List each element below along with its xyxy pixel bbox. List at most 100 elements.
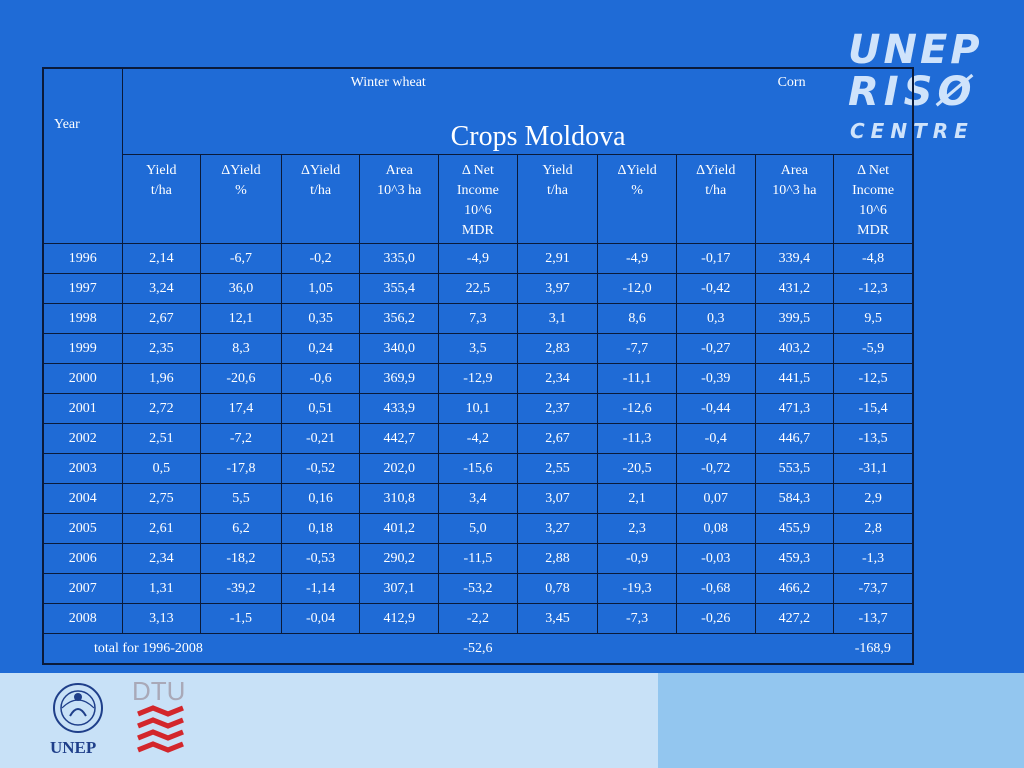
total-wheat-net: -52,6 — [438, 633, 518, 665]
value-cell: -0,21 — [280, 423, 361, 454]
value-cell: 2,8 — [833, 513, 914, 544]
column-header: Area 10^3 ha — [359, 154, 440, 244]
column-header: ΔYield% — [597, 154, 677, 244]
value-cell: -12,6 — [597, 393, 677, 424]
bottom-band-light — [0, 673, 658, 768]
logo-line-1: UNEP — [848, 27, 983, 73]
column-header-line: Area — [780, 163, 808, 178]
value-cell: 202,0 — [359, 453, 440, 484]
column-header-line: 10^6 — [859, 203, 887, 218]
value-cell: 2,83 — [516, 333, 599, 364]
value-cell: 3,1 — [516, 303, 599, 334]
value-cell: 0,18 — [280, 513, 361, 544]
value-cell: -6,7 — [200, 243, 282, 274]
column-header: Yield t/ha — [516, 154, 599, 244]
column-header: ΔYield t/ha — [280, 154, 361, 244]
slide-title: Crops Moldova — [450, 121, 626, 152]
total-row: total for 1996-2008 -52,6 -168,9 — [43, 633, 913, 665]
value-cell: 6,2 — [200, 513, 282, 544]
table-row: 2003 0,5 -17,8 -0,52 202,0 -15,6 2,55 -20,5 -0,7… — [42, 453, 914, 484]
value-cell: 2,35 — [121, 333, 202, 364]
value-cell: -7,3 — [597, 603, 677, 634]
value-cell: 3,45 — [516, 603, 599, 634]
value-cell: -20,5 — [597, 453, 677, 484]
value-cell: 0,35 — [280, 303, 361, 334]
value-cell: -7,2 — [200, 423, 282, 454]
column-header-line: MDR — [857, 223, 890, 238]
caption-cell: Winter wheat Corn Crops Moldova — [121, 67, 914, 155]
value-cell: 2,61 — [121, 513, 202, 544]
column-header-line: Income — [456, 183, 499, 198]
column-header-line: 10^3 ha — [772, 183, 817, 198]
bottom-band — [0, 673, 1024, 768]
value-cell: 5,0 — [438, 513, 518, 544]
value-cell: 0,07 — [675, 483, 756, 514]
crops-table: Year Winter wheat Corn Crops Moldova Yie… — [42, 67, 914, 665]
year-header: Year — [54, 117, 80, 132]
column-header-line: Δ Net — [857, 163, 890, 178]
value-cell: 427,2 — [754, 603, 835, 634]
value-cell: 2,67 — [516, 423, 599, 454]
column-header-line: ΔYield — [617, 163, 657, 178]
value-cell: 2,3 — [597, 513, 677, 544]
unep-emblem-logo: UNEP — [50, 683, 103, 757]
total-spacer — [517, 633, 834, 665]
value-cell: 2,37 — [516, 393, 599, 424]
value-cell: 0,3 — [675, 303, 756, 334]
column-header-line: t/ha — [310, 183, 332, 198]
table-header-row: Year Winter wheat Corn Crops Moldova — [42, 67, 914, 244]
total-corn-net: -168,9 — [833, 633, 913, 665]
value-cell: -12,9 — [438, 363, 518, 394]
value-cell: 399,5 — [754, 303, 835, 334]
winter-wheat-header: Winter wheat — [350, 75, 426, 90]
unep-text: UNEP — [50, 738, 96, 757]
value-cell: -11,3 — [597, 423, 677, 454]
value-cell: -0,42 — [675, 273, 756, 304]
table-row: 2001 2,72 17,4 0,51 433,9 10,1 2,37 -12,6 -0,44 4… — [42, 393, 914, 424]
value-cell: 356,2 — [359, 303, 440, 334]
value-cell: 2,72 — [121, 393, 202, 424]
value-cell: 2,9 — [833, 483, 914, 514]
value-cell: 7,3 — [438, 303, 518, 334]
value-cell: 310,8 — [359, 483, 440, 514]
value-cell: 2,91 — [516, 243, 599, 274]
value-cell: -4,9 — [438, 243, 518, 274]
value-cell: 2,88 — [516, 543, 599, 574]
year-cell: 2003 — [42, 453, 123, 484]
value-cell: -0,68 — [675, 573, 756, 604]
column-header-line: ΔYield — [300, 163, 341, 178]
value-cell: 8,6 — [597, 303, 677, 334]
value-cell: 2,34 — [516, 363, 599, 394]
value-cell: 0,5 — [121, 453, 202, 484]
column-header-line: t/ha — [150, 183, 172, 198]
value-cell: -31,1 — [833, 453, 914, 484]
value-cell: 307,1 — [359, 573, 440, 604]
value-cell: 431,2 — [754, 273, 835, 304]
value-cell: 412,9 — [359, 603, 440, 634]
year-cell: 2006 — [42, 543, 123, 574]
value-cell: 1,96 — [121, 363, 202, 394]
year-cell: 2008 — [42, 603, 123, 634]
value-cell: -0,6 — [280, 363, 361, 394]
column-header-line: % — [631, 183, 643, 198]
value-cell: -17,8 — [200, 453, 282, 484]
value-cell: -2,2 — [438, 603, 518, 634]
value-cell: 340,0 — [359, 333, 440, 364]
value-cell: -4,2 — [438, 423, 518, 454]
column-header-line: ΔYield — [221, 163, 261, 178]
value-cell: 0,08 — [675, 513, 756, 544]
value-cell: -11,5 — [438, 543, 518, 574]
year-cell: 1999 — [42, 333, 123, 364]
dtu-logo: DTU — [132, 676, 185, 753]
value-cell: 1,31 — [121, 573, 202, 604]
column-header-line: MDR — [461, 223, 494, 238]
year-cell: 1998 — [42, 303, 123, 334]
table-row: 2002 2,51 -7,2 -0,21 442,7 -4,2 2,67 -11,3 -0,4 4… — [42, 423, 914, 454]
value-cell: -0,39 — [675, 363, 756, 394]
value-cell: 9,5 — [833, 303, 914, 334]
column-header-line: % — [235, 183, 247, 198]
table-row: 2000 1,96 -20,6 -0,6 369,9 -12,9 2,34 -11,1 -0,3… — [42, 363, 914, 394]
value-cell: -0,27 — [675, 333, 756, 364]
year-header-cell: Year — [42, 67, 123, 244]
value-cell: 2,14 — [121, 243, 202, 274]
